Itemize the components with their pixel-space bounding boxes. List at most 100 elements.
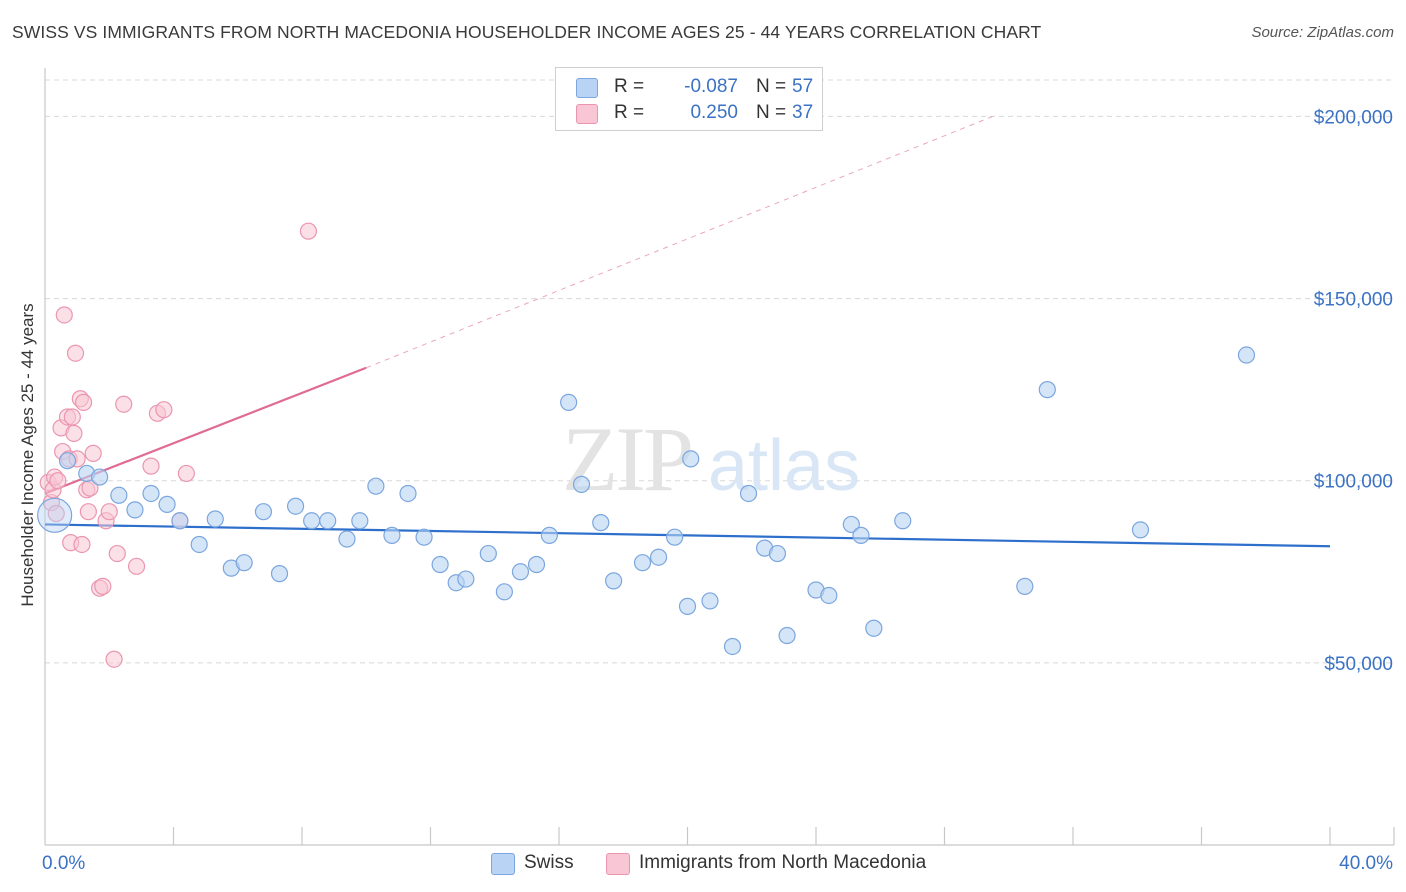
swiss-point	[431, 555, 449, 574]
swiss-point	[303, 512, 321, 530]
macedonia-point	[66, 344, 85, 362]
swiss-point	[865, 619, 883, 637]
macedonia-swatch	[576, 104, 598, 124]
swiss-point	[495, 583, 513, 601]
legend-r-label: R =	[614, 76, 645, 97]
macedonia-swatch	[606, 853, 630, 875]
macedonia-point	[73, 535, 91, 554]
swiss-point	[678, 597, 697, 615]
macedonia-point	[299, 222, 318, 240]
gridlines	[45, 79, 1394, 664]
macedonia-point	[55, 306, 73, 324]
macedonia-point	[65, 424, 83, 442]
swiss-point	[894, 512, 912, 530]
swiss-point	[739, 484, 758, 503]
swiss-point	[605, 572, 623, 590]
legend-r-value: 0.250	[690, 102, 738, 123]
legend-r-value: -0.087	[684, 76, 738, 97]
swiss-point	[560, 393, 578, 411]
swiss-point	[91, 468, 109, 486]
source-credit: Source: ZipAtlas.com	[1251, 24, 1394, 41]
swiss-point	[633, 554, 652, 572]
swiss-point	[649, 548, 668, 566]
macedonia-point	[94, 577, 112, 595]
x-tick-label: 0.0%	[42, 853, 85, 874]
legend-n-value: 37	[792, 102, 814, 123]
swiss-point	[270, 565, 289, 583]
legend-n-value: 57	[792, 76, 814, 97]
swiss-point	[190, 535, 208, 554]
swiss-point	[367, 477, 385, 495]
swiss-point	[1038, 381, 1056, 399]
chart-title: SWISS VS IMMIGRANTS FROM NORTH MACEDONIA…	[12, 22, 1042, 42]
watermark-zip: ZIP	[562, 408, 691, 510]
swiss-point	[682, 450, 700, 468]
swiss-point	[457, 570, 475, 588]
swiss-point	[415, 528, 433, 546]
swiss-point	[158, 495, 176, 513]
swiss-point	[286, 497, 305, 515]
x-tick-label: 40.0%	[1339, 853, 1393, 874]
swiss-swatch	[491, 853, 515, 875]
swiss-point	[126, 501, 144, 519]
macedonia-points	[39, 222, 318, 668]
swiss-point	[842, 515, 860, 534]
swiss-point	[1131, 521, 1150, 539]
macedonia-point	[105, 650, 123, 668]
y-tick-label: $200,000	[1314, 107, 1393, 128]
swiss-point	[254, 503, 273, 521]
swiss-point	[852, 526, 870, 544]
swiss-points	[37, 346, 1256, 656]
macedonia-point	[63, 408, 81, 426]
macedonia-trend-extension	[366, 115, 993, 369]
swiss-point	[540, 526, 558, 544]
legend-n-label: N =	[756, 102, 787, 123]
swiss-point	[351, 512, 369, 530]
legend-label-macedonia: Immigrants from North Macedonia	[639, 852, 927, 873]
macedonia-point	[79, 503, 97, 521]
swiss-point	[527, 555, 546, 574]
y-tick-label: $150,000	[1314, 290, 1393, 311]
swiss-point	[666, 528, 684, 546]
swiss-point	[701, 592, 719, 610]
swiss-point	[592, 514, 610, 532]
y-axis-label: Householder Income Ages 25 - 44 years	[18, 303, 37, 606]
swiss-point	[479, 544, 497, 563]
macedonia-point	[108, 544, 126, 563]
legend-r-label: R =	[614, 102, 645, 123]
swiss-point	[399, 484, 417, 503]
y-tick-label: $50,000	[1324, 654, 1393, 675]
swiss-point	[723, 637, 742, 656]
swiss-point	[1237, 346, 1256, 364]
axes	[44, 68, 1395, 846]
swiss-point	[37, 497, 73, 533]
swiss-point	[511, 563, 530, 581]
swiss-point	[171, 512, 189, 530]
swiss-point	[235, 554, 253, 572]
swiss-point	[142, 484, 160, 503]
tick-labels: $50,000 $100,000 $150,000 $200,000 0.0% 40.0%	[42, 107, 1393, 874]
macedonia-point	[127, 557, 146, 575]
swiss-point	[820, 586, 838, 605]
series-legend: Swiss Immigrants from North Macedonia	[0, 852, 1406, 878]
swiss-swatch	[576, 78, 598, 98]
watermark-atlas: atlas	[708, 426, 860, 506]
swiss-point	[206, 510, 224, 528]
macedonia-point	[115, 395, 133, 413]
macedonia-point	[155, 401, 173, 419]
correlation-legend: R = -0.087 N = 57 R = 0.250 N = 37	[555, 67, 823, 131]
swiss-point	[383, 526, 401, 544]
swiss-point	[110, 486, 128, 504]
y-tick-label: $100,000	[1314, 472, 1393, 493]
macedonia-point	[142, 457, 160, 475]
macedonia-point	[49, 472, 67, 490]
macedonia-point	[100, 503, 118, 521]
swiss-point	[58, 452, 77, 470]
macedonia-point	[84, 444, 102, 462]
swiss-point	[572, 475, 591, 493]
swiss-trend-line	[44, 523, 1331, 548]
swiss-point	[1016, 577, 1034, 595]
swiss-point	[338, 530, 356, 548]
macedonia-point	[47, 504, 65, 523]
